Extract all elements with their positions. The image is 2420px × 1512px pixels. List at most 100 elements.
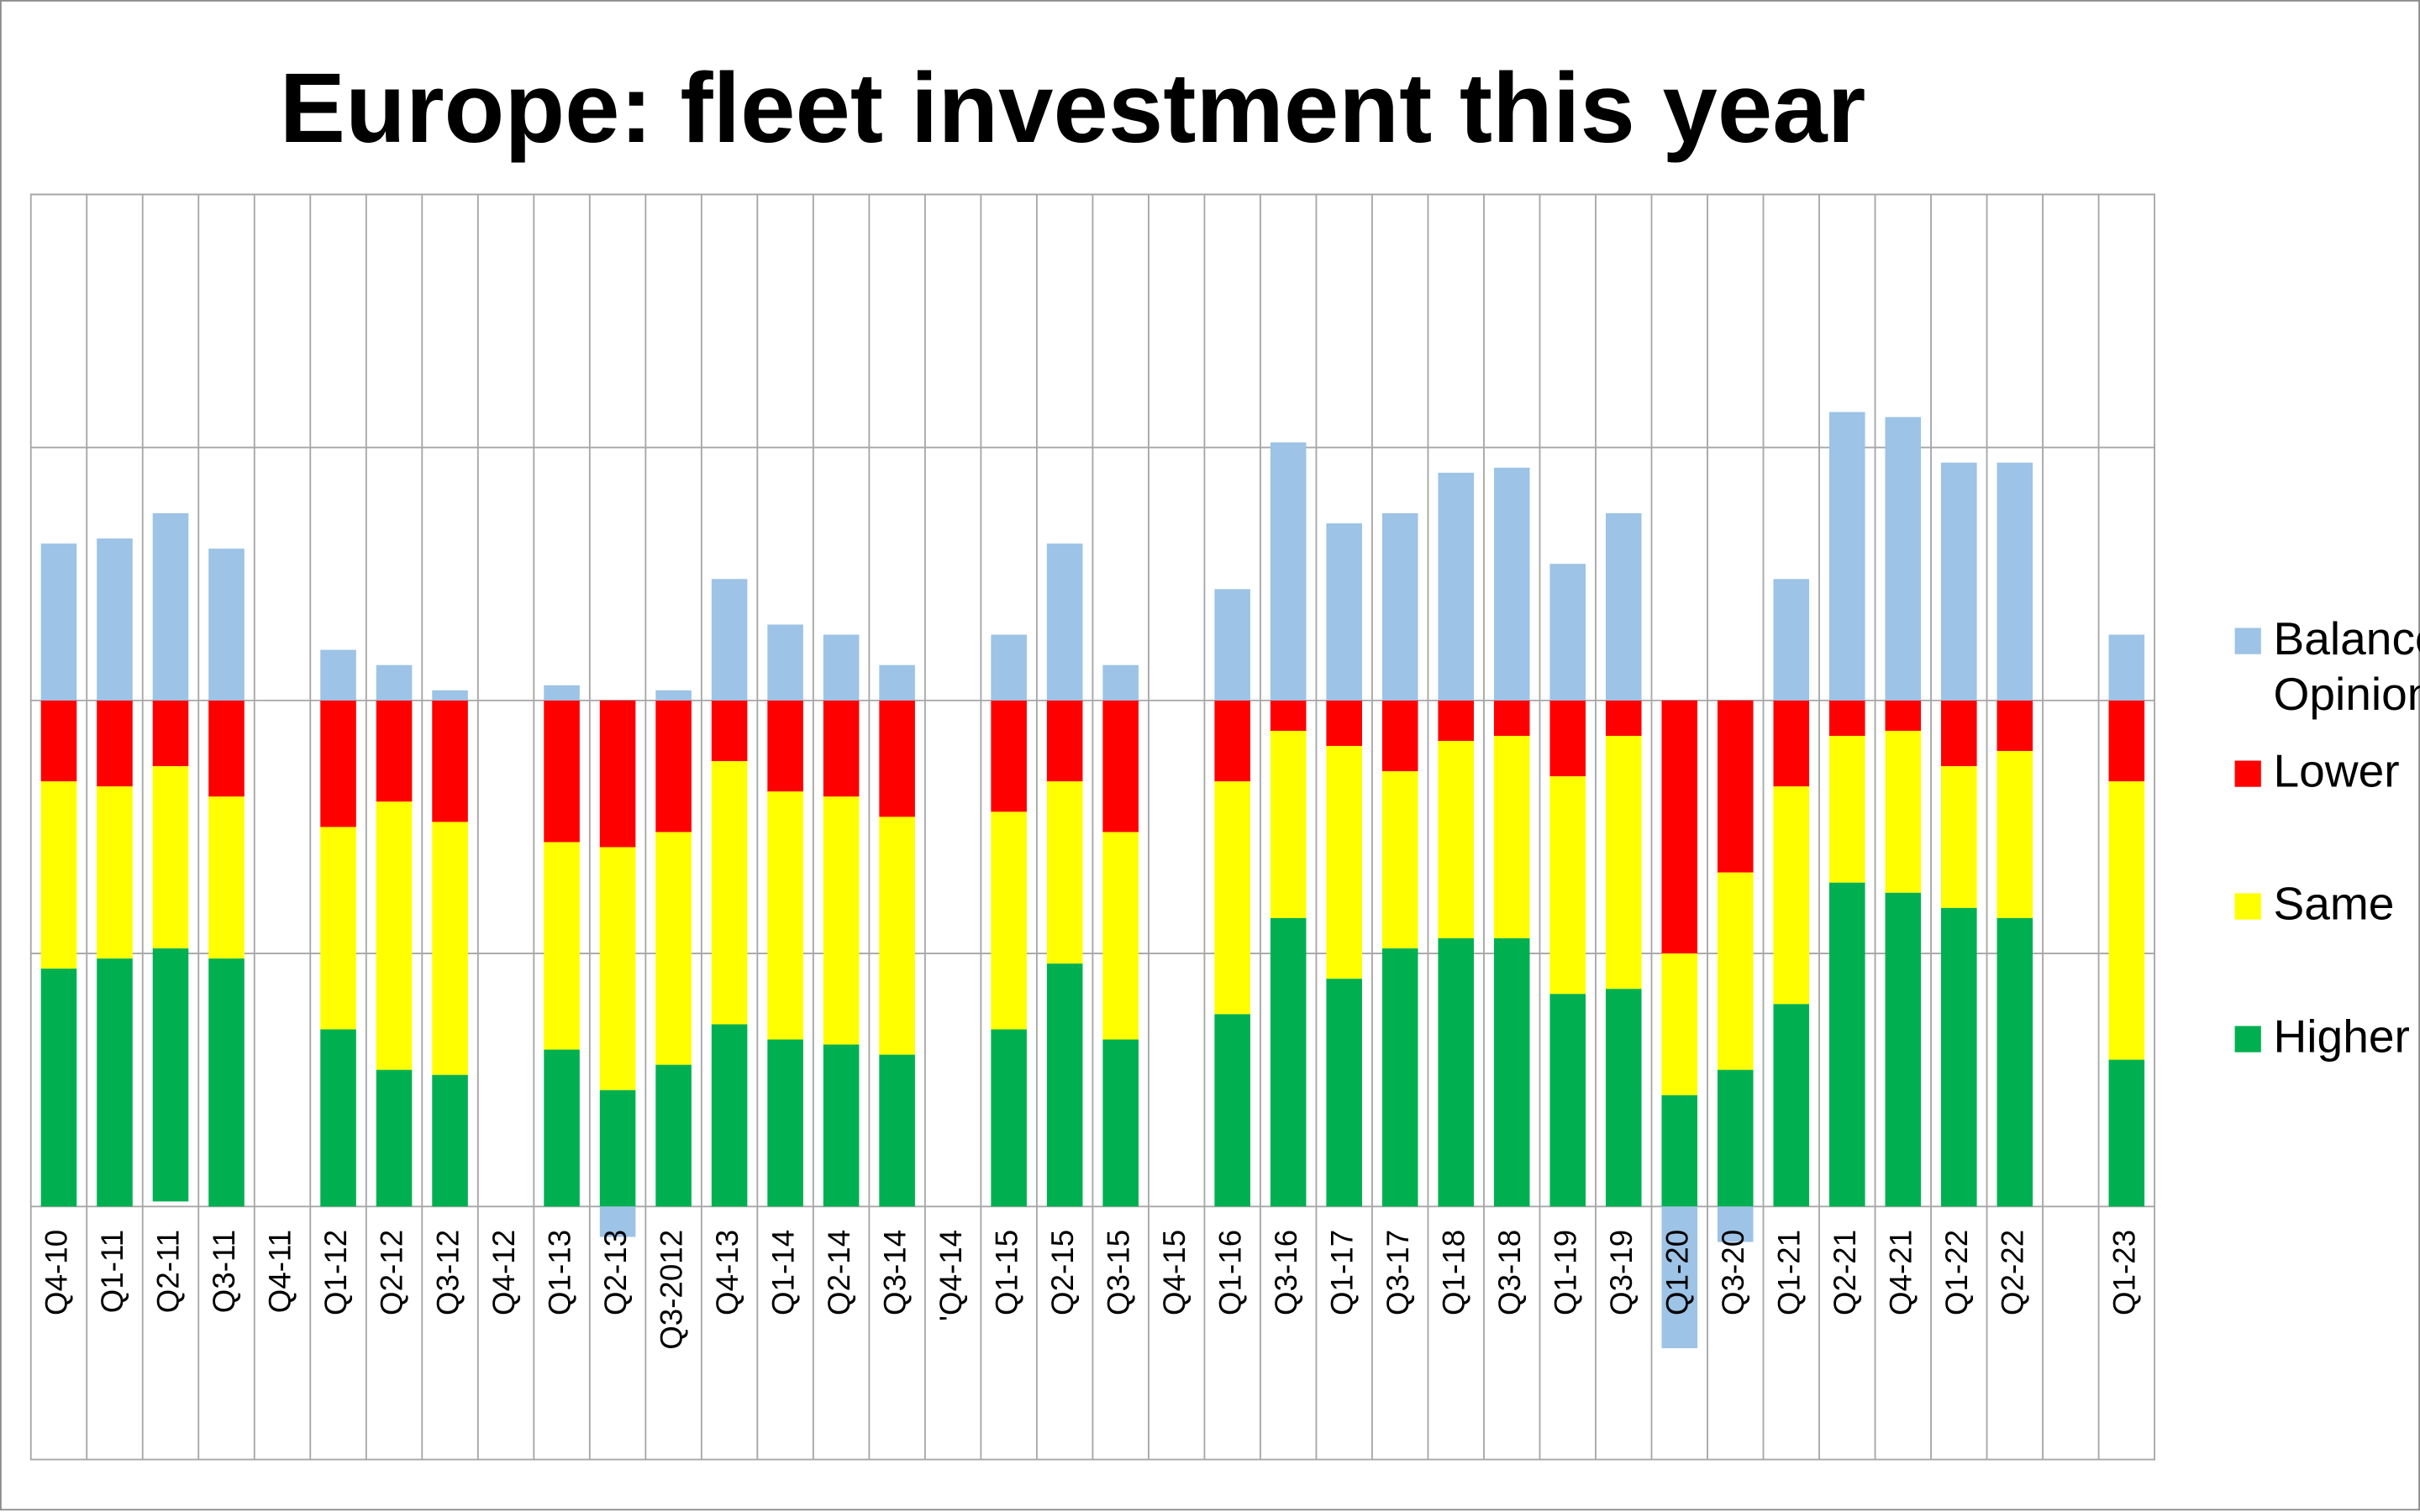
x-tick-label: Q3-11 (207, 1230, 241, 1313)
x-tick-label: Q4-13 (710, 1230, 744, 1315)
bar-segment (320, 700, 356, 827)
bar-segment (1046, 781, 1083, 964)
bar-segment (1102, 1039, 1139, 1207)
bar-segment (599, 700, 636, 848)
bar-segment (1381, 700, 1418, 772)
bar-segment (40, 700, 77, 782)
bar-segment (208, 549, 245, 701)
legend-label: Higher (2273, 1011, 2410, 1063)
x-tick-label: Q3-18 (1492, 1230, 1527, 1315)
bar-segment (376, 664, 413, 701)
bar-segment (991, 700, 1027, 812)
bar-segment (1493, 467, 1530, 701)
x-tick-label: Q1-17 (1324, 1230, 1359, 1315)
x-tick-label: Q3-15 (1101, 1230, 1135, 1315)
bar-segment (879, 700, 915, 817)
bar-segment (1102, 700, 1139, 832)
bar-segment (767, 624, 803, 701)
bar-segment (1773, 786, 1810, 1005)
bar-segment (320, 649, 356, 701)
bar-segment (544, 842, 580, 1050)
bar-segment (599, 1206, 636, 1237)
bar-segment (1549, 564, 1586, 701)
bar-segment (879, 664, 915, 701)
x-tick-label: Q3-19 (1604, 1230, 1639, 1315)
bar-segment (1381, 948, 1418, 1207)
bar-segment (1885, 731, 1922, 893)
bar-segment (1661, 1095, 1698, 1207)
bar-segment (991, 1029, 1027, 1207)
bar-segment (2108, 634, 2145, 701)
bar-segment (1438, 938, 1475, 1207)
bar-segment (823, 796, 860, 1045)
bar-segment (1717, 700, 1754, 873)
x-tick-label: Q1-18 (1436, 1230, 1470, 1315)
bar-segment (152, 948, 189, 1202)
bar-segment (320, 827, 356, 1030)
bar-segment (1270, 700, 1307, 732)
bar-segment (1941, 462, 1977, 701)
bar-segment (1996, 462, 2033, 701)
bar-segment (767, 791, 803, 1040)
bar-segment (97, 538, 133, 701)
bar-segment (1941, 766, 1977, 908)
x-tick-label: Q3-14 (877, 1230, 912, 1315)
bar-segment (1326, 979, 1362, 1207)
bar-segment (1270, 731, 1307, 918)
bar-segment (208, 958, 245, 1207)
bar-segment (1828, 736, 1865, 883)
x-tick-label: Q1-21 (1771, 1230, 1806, 1315)
x-tick-label: Q2-11 (151, 1230, 186, 1313)
bar-segment (1996, 751, 2033, 918)
bar-segment (1717, 1069, 1754, 1207)
bar-segment (655, 690, 692, 701)
bar-segment (1773, 700, 1810, 787)
x-tick-label: Q2-21 (1828, 1230, 1862, 1315)
bar-segment (655, 1064, 692, 1207)
bar-segment (544, 700, 580, 843)
legend-label: Same (2273, 879, 2395, 931)
bar-segment (879, 816, 915, 1055)
bar-segment (152, 512, 189, 701)
bar-segment (1549, 776, 1586, 995)
x-tick-label: Q2-12 (375, 1230, 409, 1315)
bar-segment (711, 579, 748, 701)
x-tick-label: Q4-10 (39, 1230, 74, 1315)
bar-segment (1046, 700, 1083, 782)
x-tick-label: Q3-2012 (654, 1230, 688, 1350)
legend-swatch (2234, 627, 2261, 654)
bar-segment (991, 811, 1027, 1030)
bar-segment (1885, 417, 1922, 701)
x-tick-label: Q1-13 (542, 1230, 576, 1315)
bar-segment (1996, 700, 2033, 752)
bar-segment (432, 822, 468, 1075)
x-tick-label: Q1-20 (1660, 1230, 1694, 1315)
x-tick-label: Q1-16 (1213, 1230, 1247, 1315)
bar-segment (767, 1039, 803, 1207)
bar-segment (208, 796, 245, 959)
bar-segment (1773, 1004, 1810, 1207)
bar-segment (1270, 917, 1307, 1207)
bar-segment (823, 634, 860, 701)
bar-segment (1214, 700, 1250, 782)
bar-segment (1549, 994, 1586, 1207)
bar-segment (40, 781, 77, 969)
x-tick-label: Q3-12 (430, 1230, 465, 1315)
bar-segment (2108, 1059, 2145, 1207)
legend-label-box: Same (2273, 879, 2395, 931)
bar-segment (1381, 512, 1418, 701)
bar-segment (376, 1069, 413, 1207)
bar-segment (1270, 442, 1307, 701)
bar-segment (1102, 832, 1139, 1040)
x-tick-label: Q1-14 (765, 1230, 800, 1315)
bar-segment (544, 685, 580, 701)
bar-segment (1605, 989, 1642, 1207)
legend-label-box: Higher (2273, 1011, 2410, 1063)
bar-segment (1381, 771, 1418, 949)
bar-segment (1605, 512, 1642, 701)
bar-segment (1717, 1206, 1754, 1242)
bar-segment (1885, 892, 1922, 1207)
bar-segment (376, 700, 413, 802)
